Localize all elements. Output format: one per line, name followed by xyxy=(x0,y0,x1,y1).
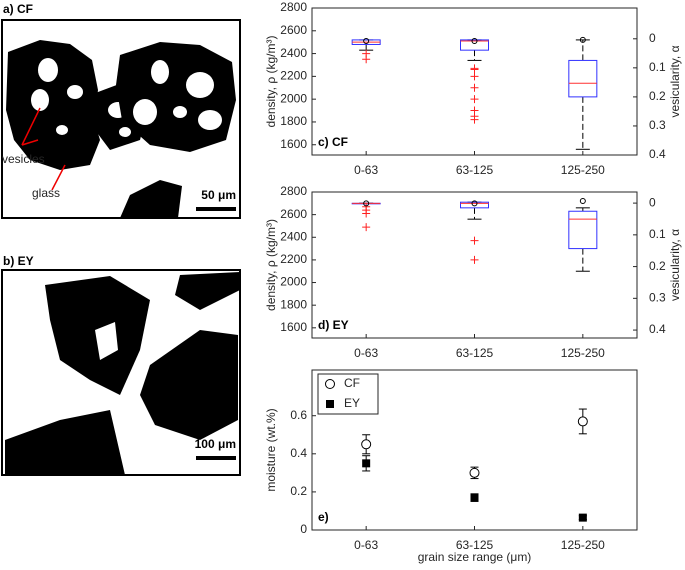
y-tick-label: 2000 xyxy=(280,275,307,289)
outlier xyxy=(470,255,479,264)
y-tick-label: 0.6 xyxy=(290,408,307,422)
y-tick-label: 2000 xyxy=(280,91,307,105)
x-tick-label: 0-63 xyxy=(354,163,378,177)
y-tick-label: 2200 xyxy=(280,69,307,83)
y2-tick-label: 0.4 xyxy=(649,147,666,161)
y2-tick-label: 0.2 xyxy=(649,259,666,273)
y-tick-label: 2200 xyxy=(280,252,307,266)
box xyxy=(568,210,598,250)
y-tick-label: 2400 xyxy=(280,229,307,243)
scale-bar-label: 100 μm xyxy=(195,437,236,451)
panel-label: c) CF xyxy=(318,135,348,149)
panel-label: a) CF xyxy=(3,2,33,16)
y-axis-label: density, ρ (kg/m³) xyxy=(264,36,278,128)
y2-tick-label: 0.4 xyxy=(649,322,666,336)
x-tick-label: 125-250 xyxy=(561,163,605,177)
annotation: vesicles xyxy=(2,152,45,166)
y-tick-label: 0.2 xyxy=(290,484,307,498)
outlier xyxy=(470,115,479,124)
y-tick-label: 0.4 xyxy=(290,446,307,460)
outlier xyxy=(470,95,479,104)
panel-label: b) EY xyxy=(3,254,34,268)
marker xyxy=(577,416,588,427)
marker xyxy=(469,467,480,478)
outlier xyxy=(470,236,479,245)
legend-label: EY xyxy=(344,396,360,410)
outlier xyxy=(362,223,371,232)
mean-marker xyxy=(471,200,478,207)
y-tick-label: 2800 xyxy=(280,0,307,14)
mean-marker xyxy=(471,38,478,45)
y2-tick-label: 0 xyxy=(649,31,656,45)
legend-marker xyxy=(326,400,334,408)
micrograph-a xyxy=(1,19,241,219)
y-tick-label: 2600 xyxy=(280,207,307,221)
y2-tick-label: 0.1 xyxy=(649,60,666,74)
y2-tick-label: 0.1 xyxy=(649,227,666,241)
y-tick-label: 1600 xyxy=(280,137,307,151)
mean-marker xyxy=(363,38,370,45)
x-tick-label: 0-63 xyxy=(354,538,378,552)
y-tick-label: 2600 xyxy=(280,23,307,37)
marker xyxy=(361,439,372,450)
panel-label: d) EY xyxy=(318,318,349,332)
y-tick-label: 1800 xyxy=(280,297,307,311)
outlier xyxy=(470,72,479,81)
marker xyxy=(362,459,371,468)
y2-axis-label: vesicularity, α xyxy=(668,229,682,301)
x-tick-label: 63-125 xyxy=(456,163,494,177)
outlier xyxy=(470,65,479,74)
micrograph-b xyxy=(1,269,241,476)
y2-tick-label: 0.3 xyxy=(649,118,666,132)
y-tick-label: 0 xyxy=(300,522,307,536)
y2-tick-label: 0.2 xyxy=(649,89,666,103)
y2-tick-label: 0 xyxy=(649,195,656,209)
plot-frame xyxy=(311,7,638,156)
x-tick-label: 125-250 xyxy=(561,538,605,552)
mean-marker xyxy=(579,198,586,205)
panel-label: e) xyxy=(318,510,329,524)
marker xyxy=(578,513,587,522)
outlier xyxy=(362,55,371,64)
y-axis-label: moisture (wt.%) xyxy=(264,408,278,491)
x-tick-label: 63-125 xyxy=(456,538,494,552)
x-axis-label: grain size range (μm) xyxy=(418,550,532,564)
y-tick-label: 1600 xyxy=(280,320,307,334)
y-axis-label: density, ρ (kg/m³) xyxy=(264,219,278,311)
y-tick-label: 1800 xyxy=(280,114,307,128)
plot-frame xyxy=(311,191,638,339)
scale-bar-label: 50 μm xyxy=(201,188,236,202)
y-tick-label: 2400 xyxy=(280,46,307,60)
box xyxy=(568,59,598,98)
outlier xyxy=(362,209,371,218)
box xyxy=(460,201,489,209)
annotation: glass xyxy=(32,186,60,200)
y2-axis-label: vesicularity, α xyxy=(668,45,682,117)
x-tick-label: 0-63 xyxy=(354,346,378,360)
legend-label: CF xyxy=(344,376,360,390)
y2-tick-label: 0.3 xyxy=(649,290,666,304)
box xyxy=(460,39,489,51)
x-tick-label: 63-125 xyxy=(456,346,494,360)
mean-marker xyxy=(363,200,370,207)
y-tick-label: 2800 xyxy=(280,184,307,198)
legend-marker xyxy=(325,379,335,389)
marker xyxy=(470,493,479,502)
outlier xyxy=(470,83,479,92)
x-tick-label: 125-250 xyxy=(561,346,605,360)
mean-marker xyxy=(579,36,586,43)
